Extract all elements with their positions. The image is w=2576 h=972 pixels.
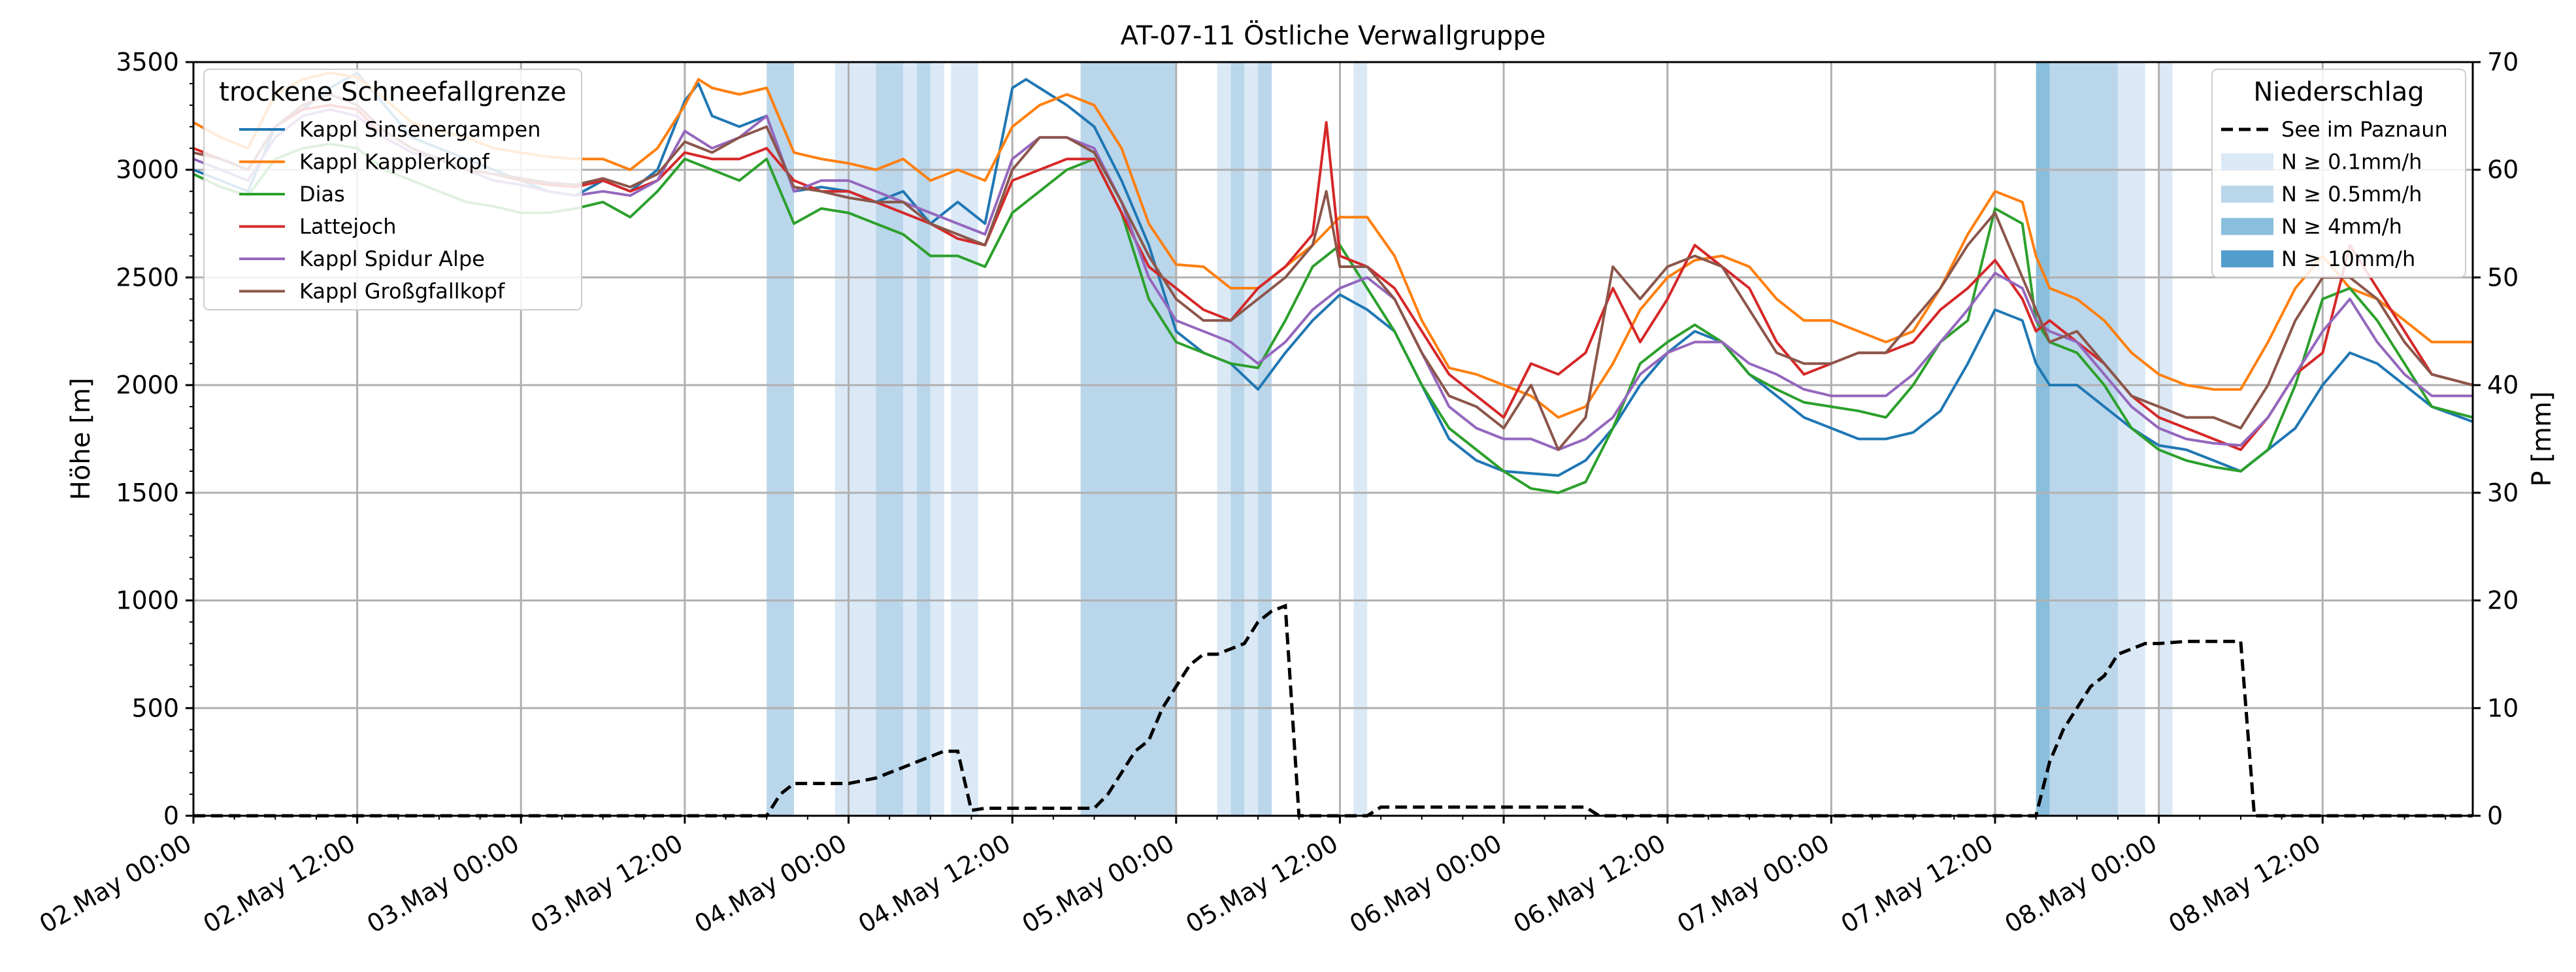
y2-tick-label: 20 (2487, 586, 2518, 615)
y-tick-label: 500 (131, 694, 179, 722)
legend-label: N ≥ 0.5mm/h (2281, 182, 2422, 207)
legend-label: Kappl Spidur Alpe (299, 246, 485, 271)
y2-tick-label: 30 (2487, 478, 2518, 507)
precip-band (767, 62, 794, 816)
y2-tick-label: 70 (2487, 48, 2518, 76)
y-tick-label: 3500 (116, 48, 179, 76)
legend-frame (2211, 69, 2466, 278)
legend-label: Dias (299, 182, 345, 207)
y2-tick-label: 40 (2487, 371, 2518, 399)
legend-title: Niederschlag (2253, 77, 2424, 107)
legend-label: See im Paznaun (2281, 117, 2448, 142)
precip-band (2158, 62, 2173, 816)
legend-label: N ≥ 4mm/h (2281, 214, 2402, 239)
chart-title: AT-07-11 Östliche Verwallgruppe (1121, 20, 1546, 51)
precip-band (1230, 62, 1245, 816)
legend-label: Kappl Sinsenergampen (299, 117, 541, 142)
precip-band (903, 62, 917, 816)
precip-band (1217, 62, 1231, 816)
y-tick-label: 3000 (116, 156, 179, 184)
y-tick-label: 0 (163, 801, 179, 830)
legend-precipitation: Niederschlag See im Paznaun N ≥ 0.1mm/h N ≥… (2211, 69, 2466, 278)
precip-line (193, 603, 2473, 818)
y2-tick-label: 50 (2487, 263, 2518, 292)
precip-band (1244, 62, 1259, 816)
precip-band (916, 62, 931, 816)
y2-tick-label: 10 (2487, 694, 2518, 722)
precip-band (930, 62, 944, 816)
y-tick-label: 2000 (116, 371, 179, 399)
legend-title: trockene Schneefallgrenze (219, 77, 566, 107)
plot-frame (192, 61, 2474, 817)
y-tick-label: 1500 (116, 478, 179, 507)
legend-snowline: trockene Schneefallgrenze Kappl Sinsenerg… (203, 69, 582, 310)
legend-label: N ≥ 0.1mm/h (2281, 150, 2422, 175)
legend-label: Kappl Großgfallkopf (299, 279, 505, 304)
legend-label: N ≥ 10mm/h (2281, 246, 2415, 271)
precip-band (1258, 62, 1272, 816)
y2-tick-label: 0 (2487, 801, 2503, 830)
precip-band (834, 62, 876, 816)
legend-label: Kappl Kapplerkopf (299, 150, 489, 175)
y-axis-label: Höhe [m] (66, 378, 96, 500)
series-line (193, 71, 2473, 477)
legend-label: Lattejoch (299, 214, 397, 239)
y-tick-label: 1000 (116, 586, 179, 615)
precip-band (951, 62, 978, 816)
y-tick-label: 2500 (116, 263, 179, 292)
y2-tick-label: 60 (2487, 156, 2518, 184)
precip-band (2036, 62, 2050, 816)
legend-swatch (2221, 250, 2273, 267)
precip-band (1353, 62, 1368, 816)
precip-band (2117, 62, 2145, 816)
precip-band (2049, 62, 2118, 816)
legend-swatch (2221, 186, 2273, 203)
legend-swatch (2221, 218, 2273, 235)
precip-band (1080, 62, 1176, 816)
legend-frame (203, 69, 582, 310)
precip-band (876, 62, 904, 816)
legend-swatch (2221, 153, 2273, 171)
y2-axis-label: P [mm] (2527, 392, 2557, 487)
